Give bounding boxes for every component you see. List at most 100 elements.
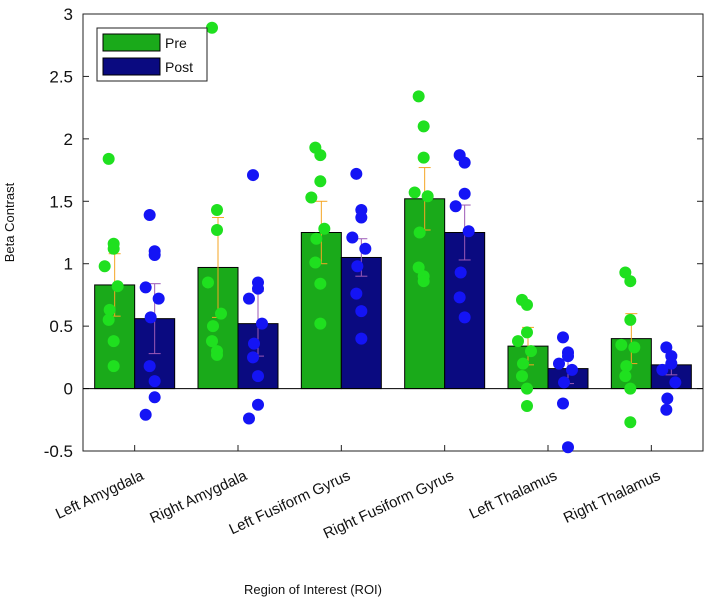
data-point-pre — [516, 370, 528, 383]
data-point-pre — [309, 256, 322, 269]
data-point-pre — [628, 341, 641, 354]
data-point-post — [562, 350, 574, 363]
data-point-post — [247, 351, 259, 364]
data-point-pre — [417, 120, 430, 133]
data-point-post — [252, 282, 264, 295]
data-point-post — [252, 370, 264, 383]
data-point-pre — [103, 303, 116, 316]
data-point-pre — [517, 357, 529, 370]
data-point-post — [660, 341, 673, 354]
data-point-post — [665, 357, 678, 370]
y-tick-label: -0.5 — [44, 442, 73, 461]
bar-post — [340, 256, 382, 390]
data-point-pre — [314, 149, 327, 162]
data-point-pre — [408, 186, 421, 199]
data-point-post — [355, 332, 368, 345]
data-point-post — [351, 260, 364, 273]
data-point-post — [462, 225, 475, 238]
data-point-pre — [314, 175, 327, 188]
data-point-post — [669, 376, 682, 389]
y-tick-label: 3 — [64, 5, 73, 24]
y-tick-label: 0.5 — [49, 317, 73, 336]
legend-label-post: Post — [165, 59, 193, 75]
data-point-pre — [412, 90, 425, 103]
data-point-pre — [207, 320, 219, 333]
data-point-pre — [107, 360, 120, 373]
y-tick-label: 1 — [64, 255, 73, 274]
data-point-post — [453, 291, 466, 304]
data-point-post — [656, 363, 669, 376]
legend-label-pre: Pre — [165, 35, 187, 51]
legend-swatch-post — [102, 57, 161, 76]
data-point-post — [355, 211, 368, 224]
data-point-post — [350, 167, 363, 180]
data-point-pre — [521, 400, 533, 413]
data-point-post — [557, 397, 569, 410]
data-point-pre — [624, 382, 637, 395]
data-point-post — [144, 311, 157, 324]
data-point-post — [248, 337, 260, 350]
data-points — [98, 21, 682, 454]
data-point-pre — [211, 348, 223, 361]
data-point-pre — [206, 21, 218, 34]
y-tick-label: 0 — [64, 380, 73, 399]
data-point-post — [458, 156, 471, 169]
legend: Pre Post — [96, 27, 208, 82]
data-point-post — [148, 391, 161, 404]
data-point-post — [148, 375, 161, 388]
data-point-pre — [620, 360, 633, 373]
data-point-pre — [624, 313, 637, 326]
data-point-pre — [413, 226, 426, 239]
data-point-pre — [318, 222, 331, 235]
data-point-post — [148, 248, 161, 261]
data-point-pre — [417, 151, 430, 164]
x-category-label: Right Thalamus — [561, 467, 663, 527]
data-point-post — [458, 187, 471, 200]
data-point-pre — [521, 382, 533, 395]
data-point-post — [562, 441, 574, 454]
y-tick-label: 2 — [64, 130, 73, 149]
data-point-post — [152, 292, 165, 305]
data-point-post — [143, 360, 156, 373]
data-point-post — [553, 357, 565, 370]
data-point-pre — [310, 232, 323, 245]
data-point-pre — [615, 338, 628, 351]
data-point-pre — [211, 204, 223, 217]
error-bars — [108, 167, 678, 385]
data-point-pre — [202, 276, 214, 289]
data-point-pre — [619, 370, 632, 383]
data-point-pre — [512, 335, 524, 348]
data-point-post — [350, 287, 363, 300]
data-point-pre — [421, 190, 434, 203]
data-point-post — [566, 363, 578, 376]
data-point-post — [557, 331, 569, 344]
data-point-post — [143, 209, 156, 222]
data-point-post — [256, 317, 268, 330]
y-tick-label: 1.5 — [49, 192, 73, 211]
data-point-post — [660, 403, 673, 416]
data-point-pre — [624, 275, 637, 288]
data-point-post — [355, 305, 368, 318]
data-point-pre — [619, 266, 632, 279]
data-point-post — [243, 292, 255, 305]
data-point-post — [243, 412, 255, 425]
data-point-post — [449, 200, 462, 213]
x-axis-title: Region of Interest (ROI) — [244, 582, 382, 597]
x-category-label: Left Amygdala — [53, 467, 147, 523]
y-tick-label: 2.5 — [49, 67, 73, 86]
data-point-post — [252, 398, 264, 411]
data-point-pre — [107, 242, 120, 255]
data-point-pre — [206, 335, 218, 348]
data-point-pre — [521, 326, 533, 339]
data-point-pre — [98, 260, 111, 273]
data-point-post — [346, 231, 359, 244]
data-point-pre — [107, 335, 120, 348]
data-point-pre — [624, 416, 637, 429]
data-point-pre — [521, 298, 533, 311]
data-point-pre — [102, 313, 115, 326]
data-point-pre — [314, 277, 327, 290]
data-point-post — [558, 376, 570, 389]
data-point-post — [661, 392, 674, 405]
